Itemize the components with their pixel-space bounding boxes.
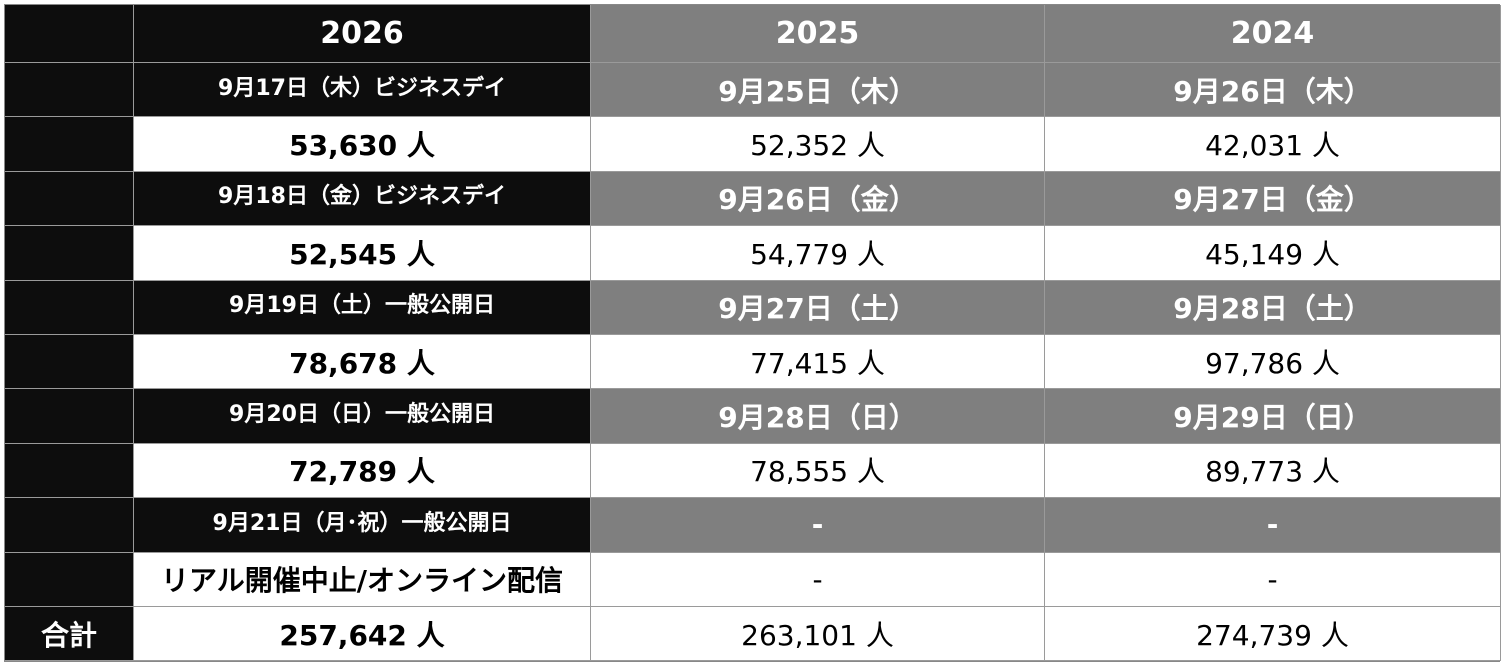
note-cell: - (1045, 552, 1501, 607)
year-header: 2024 (1045, 5, 1501, 63)
year-header: 2025 (591, 5, 1045, 63)
date-cell: 9月17日（木）ビジネスデイ (134, 63, 591, 118)
corner-cell (5, 5, 134, 63)
note-cell: - (591, 552, 1045, 607)
date-cell: 9月28日（土） (1045, 280, 1501, 335)
year-header: 2026 (134, 5, 591, 63)
row-label-cell (5, 498, 134, 553)
row-label-cell (5, 280, 134, 335)
attendance-cell: 52,545 人 (134, 226, 591, 281)
date-cell: 9月26日（木） (1045, 63, 1501, 118)
attendance-cell: 97,786 人 (1045, 334, 1501, 390)
attendance-cell: 42,031 人 (1045, 117, 1501, 172)
row-label-cell (5, 443, 134, 499)
row-label-cell (5, 117, 134, 172)
row-label-cell (5, 552, 134, 607)
attendance-cell: 45,149 人 (1045, 226, 1501, 281)
date-cell: 9月18日（金）ビジネスデイ (134, 171, 591, 227)
date-cell: 9月20日（日）一般公開日 (134, 389, 591, 444)
row-label-cell (5, 226, 134, 281)
date-cell: 9月26日（金） (591, 171, 1045, 227)
date-cell: 9月21日（月･祝）一般公開日 (134, 498, 591, 553)
attendance-cell: 77,415 人 (591, 334, 1045, 390)
date-cell: 9月27日（金） (1045, 171, 1501, 227)
row-label-cell (5, 171, 134, 227)
date-cell: 9月28日（日） (591, 389, 1045, 444)
date-cell: - (1045, 498, 1501, 553)
attendance-cell: 53,630 人 (134, 117, 591, 172)
attendance-cell: 78,555 人 (591, 443, 1045, 499)
date-cell: 9月27日（土） (591, 280, 1045, 335)
total-cell: 274,739 人 (1045, 606, 1501, 662)
total-cell: 257,642 人 (134, 606, 591, 662)
date-cell: 9月19日（土）一般公開日 (134, 280, 591, 335)
attendance-cell: 54,779 人 (591, 226, 1045, 281)
attendance-cell: 72,789 人 (134, 443, 591, 499)
row-label-cell (5, 389, 134, 444)
attendance-table: 2026 2025 2024 9月17日（木）ビジネスデイ 9月25日（木） 9月26日（… (4, 4, 1501, 662)
date-cell: - (591, 498, 1045, 553)
note-cell: リアル開催中止/オンライン配信 (134, 552, 591, 607)
attendance-cell: 89,773 人 (1045, 443, 1501, 499)
total-label: 合計 (5, 606, 134, 662)
row-label-cell (5, 63, 134, 118)
date-cell: 9月29日（日） (1045, 389, 1501, 444)
total-cell: 263,101 人 (591, 606, 1045, 662)
date-cell: 9月25日（木） (591, 63, 1045, 118)
attendance-cell: 78,678 人 (134, 334, 591, 390)
row-label-cell (5, 334, 134, 390)
attendance-cell: 52,352 人 (591, 117, 1045, 172)
